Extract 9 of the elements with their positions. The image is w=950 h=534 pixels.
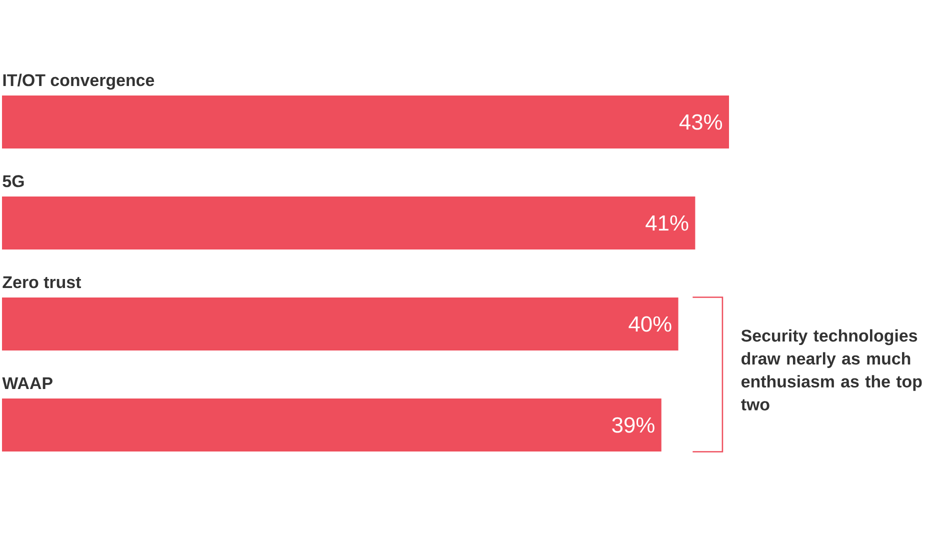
data-label: 40% (628, 316, 672, 332)
y-tick-label: Zero trust (2, 276, 82, 288)
text: Security technologies draw nearly as much enthusiasm as the top two (741, 329, 922, 410)
y-tick-label: 5G (2, 175, 24, 188)
data-label: 43% (679, 114, 722, 130)
data-label: 39% (612, 417, 654, 433)
y-tick-label: WAAP (2, 377, 52, 390)
data-label: 41% (646, 215, 688, 231)
y-tick-label: IT/OT convergence (3, 74, 154, 90)
